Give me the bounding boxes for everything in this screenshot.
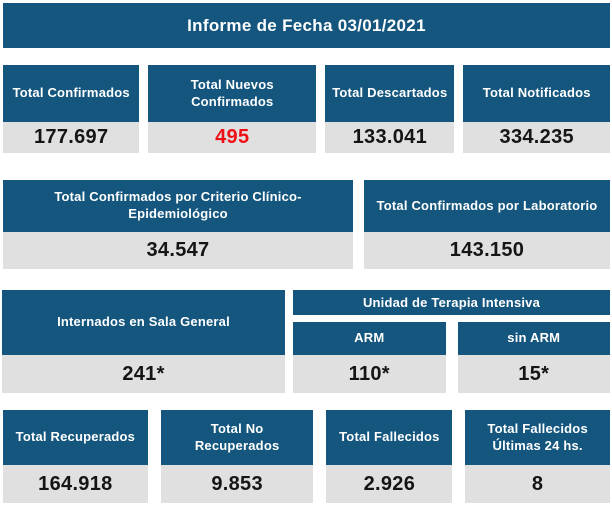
stat-label: Total Recuperados: [3, 410, 148, 465]
stat-label: Total Descartados: [325, 65, 455, 122]
stat-card-total-confirmados: Total Confirmados 177.697: [3, 65, 140, 153]
stat-card-fallecidos-ultimas-24hs: Total Fallecidos Últimas 24 hs. 8: [465, 410, 611, 503]
stat-value: 9.853: [160, 465, 314, 503]
report-title: Informe de Fecha 03/01/2021: [187, 15, 426, 35]
stat-value: 164.918: [3, 465, 148, 503]
stat-value: 2.926: [326, 465, 453, 503]
icu-sub-row: ARM 110* sin ARM 15*: [293, 322, 610, 393]
stat-card-internados-sala-general: Internados en Sala General 241*: [2, 290, 285, 393]
stat-card-total-no-recuperados: Total No Recuperados 9.853: [160, 410, 314, 503]
totals-row: Total Confirmados 177.697 Total Nuevos C…: [3, 65, 610, 153]
stat-value: 334.235: [463, 122, 610, 153]
stat-value: 34.547: [3, 232, 353, 269]
stat-card-confirmados-criterio-clinico: Total Confirmados por Criterio Clínico-E…: [3, 180, 353, 269]
stat-card-total-fallecidos: Total Fallecidos 2.926: [326, 410, 453, 503]
stat-value: 15*: [457, 355, 610, 393]
hospitalization-row: Internados en Sala General 241* Unidad d…: [2, 290, 610, 393]
stat-value: 241*: [2, 355, 285, 393]
stat-label: Total Confirmados por Criterio Clínico-E…: [3, 180, 353, 232]
outcomes-row: Total Recuperados 164.918 Total No Recup…: [3, 410, 611, 503]
stat-card-total-notificados: Total Notificados 334.235: [463, 65, 610, 153]
stat-label: Total Fallecidos: [326, 410, 453, 465]
stat-value-highlighted: 495: [148, 122, 317, 153]
confirmation-criteria-row: Total Confirmados por Criterio Clínico-E…: [3, 180, 610, 269]
stat-label: sin ARM: [457, 322, 610, 355]
report-title-bar: Informe de Fecha 03/01/2021: [3, 3, 610, 48]
stat-label: ARM: [293, 322, 446, 355]
icu-panel-title: Unidad de Terapia Intensiva: [293, 290, 610, 315]
stat-label: Total Confirmados: [3, 65, 140, 122]
icu-panel: Unidad de Terapia Intensiva ARM 110* sin…: [293, 290, 610, 393]
stat-label: Total Fallecidos Últimas 24 hs.: [465, 410, 611, 465]
stat-label: Total No Recuperados: [160, 410, 314, 465]
stat-label: Total Nuevos Confirmados: [148, 65, 317, 122]
stat-value: 177.697: [3, 122, 140, 153]
stat-card-total-recuperados: Total Recuperados 164.918: [3, 410, 148, 503]
stat-label: Total Notificados: [463, 65, 610, 122]
stat-label: Internados en Sala General: [2, 290, 285, 355]
stat-value: 133.041: [325, 122, 455, 153]
stat-card-icu-arm: ARM 110*: [293, 322, 446, 393]
stat-card-confirmados-laboratorio: Total Confirmados por Laboratorio 143.15…: [364, 180, 610, 269]
stat-card-total-nuevos-confirmados: Total Nuevos Confirmados 495: [148, 65, 317, 153]
stat-value: 143.150: [364, 232, 610, 269]
stat-value: 8: [465, 465, 611, 503]
stat-card-total-descartados: Total Descartados 133.041: [325, 65, 455, 153]
stat-label: Total Confirmados por Laboratorio: [364, 180, 610, 232]
stat-value: 110*: [293, 355, 446, 393]
stat-card-icu-sin-arm: sin ARM 15*: [457, 322, 610, 393]
